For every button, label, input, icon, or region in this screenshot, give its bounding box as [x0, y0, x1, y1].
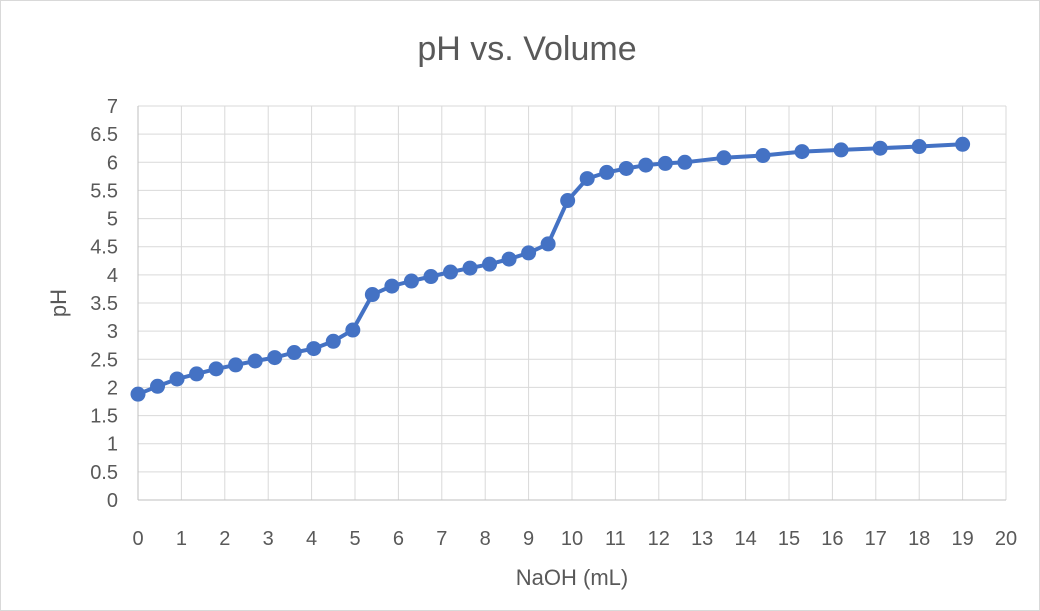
x-tick-label: 2	[219, 528, 230, 550]
x-tick-label: 8	[480, 528, 491, 550]
x-tick-label: 19	[951, 528, 973, 550]
data-point	[208, 361, 224, 377]
data-point	[833, 142, 849, 158]
data-point	[169, 371, 185, 387]
x-tick-label: 0	[132, 528, 143, 550]
data-point	[794, 144, 810, 160]
y-axis-tick-labels: 0 0.5 1 1.5 2 2.5 3 3.5 4 4.5 5 5.5 6 6.5 7	[90, 96, 118, 512]
chart-title: pH vs. Volume	[417, 30, 636, 68]
x-tick-label: 17	[865, 528, 887, 550]
data-point	[189, 366, 205, 382]
data-point	[599, 164, 615, 180]
data-point	[403, 273, 419, 289]
data-point	[130, 386, 146, 402]
x-tick-label: 18	[908, 528, 930, 550]
x-tick-label: 4	[306, 528, 317, 550]
data-point	[150, 378, 166, 394]
y-tick-label: 2	[107, 377, 118, 399]
x-tick-label: 3	[263, 528, 274, 550]
x-tick-label: 15	[778, 528, 800, 550]
data-point	[638, 157, 654, 173]
x-tick-label: 10	[561, 528, 583, 550]
data-point	[423, 269, 439, 285]
gridlines	[138, 105, 1007, 500]
y-tick-label: 6.5	[90, 124, 118, 146]
data-point	[325, 333, 341, 349]
data-point	[306, 341, 322, 357]
y-tick-label: 5.5	[90, 180, 118, 202]
data-point	[657, 155, 673, 171]
data-point	[618, 160, 634, 176]
x-tick-label: 9	[523, 528, 534, 550]
y-tick-label: 4.5	[90, 237, 118, 259]
data-point	[462, 260, 478, 276]
data-point	[955, 136, 971, 152]
y-tick-label: 0.5	[90, 462, 118, 484]
data-point	[267, 350, 283, 366]
data-point	[247, 353, 263, 369]
x-tick-label: 16	[821, 528, 843, 550]
data-point	[521, 245, 537, 261]
x-tick-label: 12	[648, 528, 670, 550]
data-point	[482, 256, 498, 272]
x-axis-title: NaOH (mL)	[516, 565, 628, 590]
y-axis-title: pH	[46, 289, 71, 317]
data-point	[716, 150, 732, 166]
data-point	[579, 171, 595, 187]
axes	[137, 106, 1006, 501]
y-tick-label: 3	[107, 321, 118, 343]
x-tick-label: 13	[691, 528, 713, 550]
x-axis-tick-labels: 0 1 2 3 4 5 6 7 8 9 10 11 12 13 14 15 16 17 18 19 20	[132, 528, 1017, 550]
y-tick-label: 6	[107, 152, 118, 174]
x-tick-label: 1	[176, 528, 187, 550]
data-point	[228, 357, 244, 373]
y-tick-label: 4	[107, 265, 118, 287]
series-line	[136, 142, 965, 397]
data-point	[540, 236, 556, 252]
y-tick-label: 3.5	[90, 293, 118, 315]
x-tick-label: 6	[393, 528, 404, 550]
data-point	[501, 251, 517, 267]
y-tick-label: 2.5	[90, 349, 118, 371]
y-tick-label: 0	[107, 490, 118, 512]
x-tick-label: 20	[995, 528, 1017, 550]
x-tick-label: 5	[349, 528, 360, 550]
x-tick-label: 7	[436, 528, 447, 550]
data-point	[872, 140, 888, 156]
data-point	[345, 322, 361, 338]
x-tick-label: 14	[734, 528, 756, 550]
y-tick-label: 5	[107, 209, 118, 231]
data-point	[442, 264, 458, 280]
data-series	[130, 136, 971, 402]
y-tick-label: 1.5	[90, 406, 118, 428]
data-point	[911, 139, 927, 155]
data-point	[384, 278, 400, 294]
data-point	[286, 345, 302, 361]
data-point	[755, 148, 771, 164]
data-point	[560, 193, 576, 209]
x-tick-label: 11	[605, 528, 626, 550]
data-point	[677, 154, 693, 170]
y-tick-label: 7	[107, 96, 118, 118]
data-point	[364, 287, 380, 303]
y-tick-label: 1	[107, 434, 118, 456]
